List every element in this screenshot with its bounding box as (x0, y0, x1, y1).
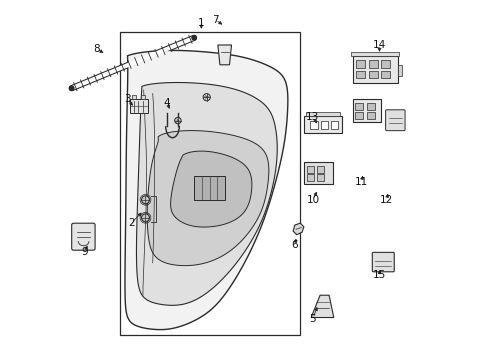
FancyBboxPatch shape (385, 110, 404, 131)
Polygon shape (136, 82, 277, 305)
Bar (321, 121, 328, 129)
Bar (303, 116, 341, 133)
Text: 11: 11 (354, 177, 367, 187)
Text: 1: 1 (198, 18, 204, 28)
Bar (132, 95, 136, 99)
FancyBboxPatch shape (72, 223, 95, 250)
Bar (366, 103, 374, 110)
Text: 3: 3 (124, 94, 131, 104)
Circle shape (192, 36, 196, 40)
Bar (120, 32, 300, 335)
Circle shape (203, 94, 210, 101)
Bar (330, 121, 337, 129)
Text: 6: 6 (291, 240, 298, 250)
Bar (350, 52, 399, 56)
Text: 4: 4 (163, 98, 170, 108)
FancyBboxPatch shape (371, 252, 393, 272)
Text: 7: 7 (212, 15, 219, 25)
Bar (355, 103, 363, 110)
Polygon shape (170, 151, 251, 227)
Text: 9: 9 (81, 247, 87, 257)
Bar (355, 112, 363, 119)
Bar (306, 166, 313, 173)
Circle shape (174, 117, 181, 124)
Text: 5: 5 (309, 314, 316, 324)
Polygon shape (310, 295, 333, 318)
Text: 14: 14 (372, 40, 386, 50)
Text: 12: 12 (379, 195, 392, 205)
Bar (303, 162, 332, 184)
Bar (381, 60, 389, 68)
Circle shape (141, 196, 149, 204)
Text: 15: 15 (372, 270, 386, 280)
Text: 2: 2 (127, 218, 134, 228)
Bar (310, 121, 317, 129)
Bar (141, 95, 144, 99)
Bar (316, 174, 323, 181)
Polygon shape (292, 223, 303, 235)
Bar (194, 176, 224, 200)
Bar (368, 71, 377, 78)
Polygon shape (218, 45, 231, 65)
Bar (381, 71, 389, 78)
Bar (352, 56, 397, 83)
Text: 8: 8 (93, 44, 100, 54)
Bar (130, 99, 147, 113)
Polygon shape (125, 50, 287, 330)
Circle shape (141, 214, 149, 222)
Bar (397, 65, 401, 76)
Bar (355, 60, 365, 68)
Text: 13: 13 (305, 112, 319, 122)
Bar (316, 166, 323, 173)
Bar (352, 99, 381, 122)
Bar (355, 71, 365, 78)
Bar (366, 112, 374, 119)
Circle shape (69, 86, 74, 90)
Text: 10: 10 (305, 195, 319, 205)
Polygon shape (147, 131, 268, 266)
Bar (306, 174, 313, 181)
Bar (368, 60, 377, 68)
Bar (305, 112, 339, 116)
